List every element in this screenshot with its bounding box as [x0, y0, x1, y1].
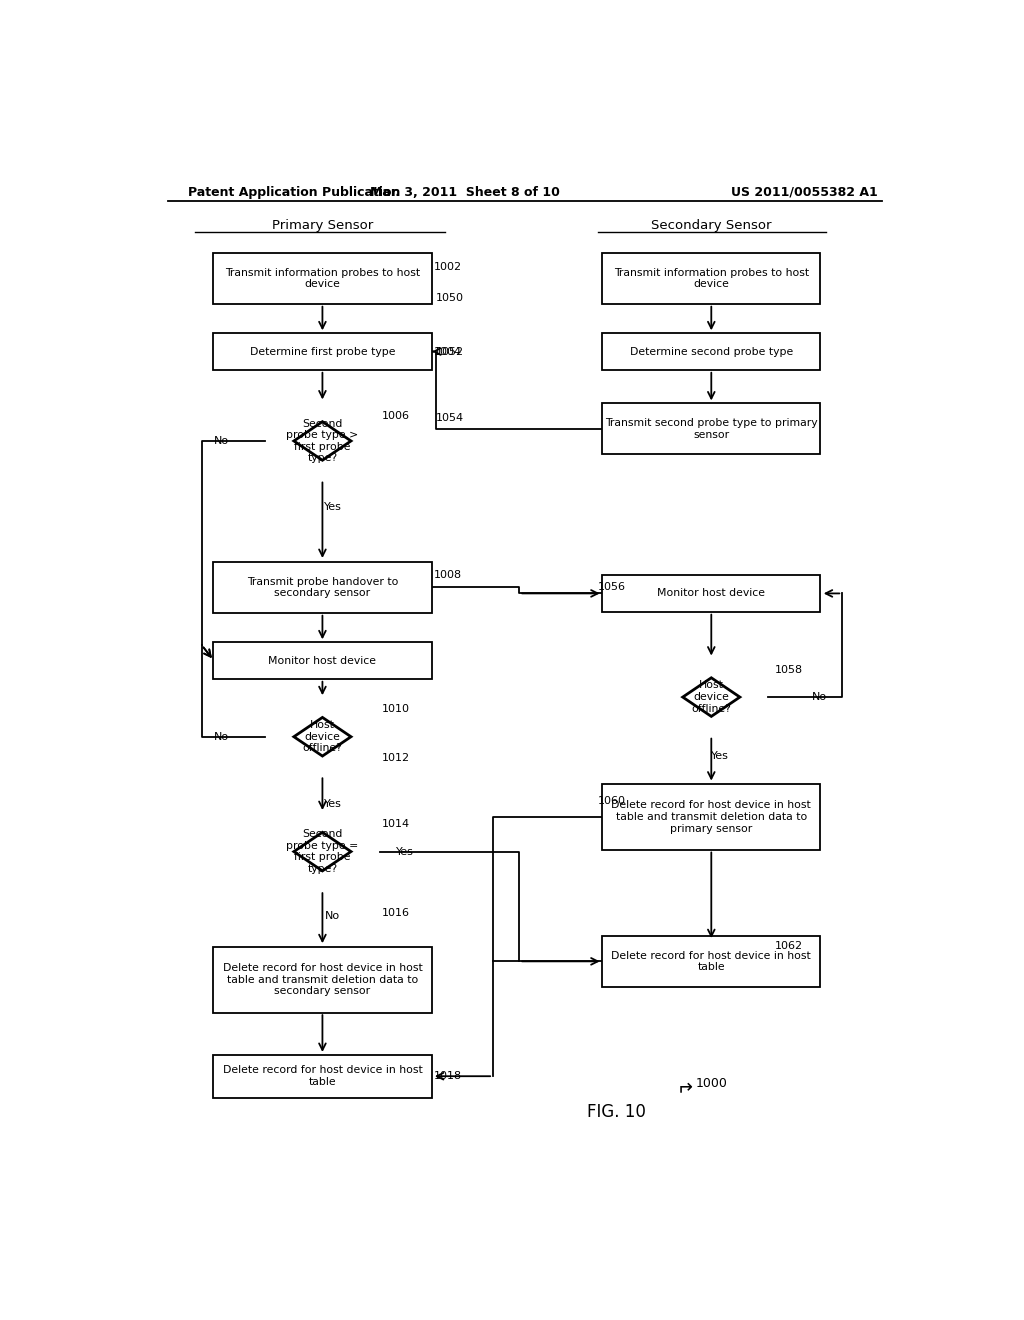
Text: 1010: 1010	[382, 705, 410, 714]
FancyBboxPatch shape	[213, 946, 431, 1012]
Text: Delete record for host device in host
table: Delete record for host device in host ta…	[611, 950, 811, 972]
Text: 1058: 1058	[775, 665, 803, 675]
Text: 1008: 1008	[433, 570, 462, 579]
Text: 1018: 1018	[433, 1072, 462, 1081]
Text: 1000: 1000	[695, 1077, 727, 1090]
FancyBboxPatch shape	[213, 562, 431, 612]
Text: 1054: 1054	[436, 413, 464, 422]
Text: No: No	[326, 911, 340, 920]
FancyBboxPatch shape	[602, 333, 820, 370]
Text: Delete record for host device in host
table: Delete record for host device in host ta…	[222, 1065, 422, 1086]
Text: ↵: ↵	[676, 1074, 692, 1093]
Text: FIG. 10: FIG. 10	[587, 1102, 645, 1121]
Text: Monitor host device: Monitor host device	[657, 589, 765, 598]
Polygon shape	[294, 833, 351, 871]
Text: Delete record for host device in host
table and transmit deletion data to
primar: Delete record for host device in host ta…	[611, 800, 811, 834]
Text: 1004: 1004	[433, 347, 462, 356]
FancyBboxPatch shape	[213, 1055, 431, 1097]
FancyBboxPatch shape	[213, 643, 431, 678]
Text: Transmit information probes to host
device: Transmit information probes to host devi…	[225, 268, 420, 289]
Text: 1014: 1014	[382, 820, 410, 829]
FancyBboxPatch shape	[213, 253, 431, 304]
Text: 1062: 1062	[775, 941, 803, 952]
Text: Yes: Yes	[324, 799, 342, 809]
Text: Transmit probe handover to
secondary sensor: Transmit probe handover to secondary sen…	[247, 577, 398, 598]
Text: Primary Sensor: Primary Sensor	[271, 219, 373, 232]
Polygon shape	[294, 421, 351, 461]
Text: Mar. 3, 2011  Sheet 8 of 10: Mar. 3, 2011 Sheet 8 of 10	[371, 186, 560, 199]
Text: Host
device
offline?: Host device offline?	[691, 681, 731, 714]
Text: 1056: 1056	[598, 582, 626, 593]
Text: Yes: Yes	[396, 846, 414, 857]
FancyBboxPatch shape	[213, 333, 431, 370]
Text: Transmit information probes to host
device: Transmit information probes to host devi…	[613, 268, 809, 289]
Polygon shape	[683, 677, 740, 717]
Polygon shape	[294, 718, 351, 756]
Text: 1006: 1006	[382, 411, 410, 421]
Text: 1002: 1002	[433, 263, 462, 272]
Text: 1060: 1060	[598, 796, 626, 805]
Text: Yes: Yes	[712, 751, 729, 762]
Text: Second
probe type =
first probe
type?: Second probe type = first probe type?	[287, 829, 358, 874]
Text: Second
probe type >
first probe
type?: Second probe type > first probe type?	[287, 418, 358, 463]
Text: No: No	[214, 731, 229, 742]
FancyBboxPatch shape	[602, 253, 820, 304]
Text: Delete record for host device in host
table and transmit deletion data to
second: Delete record for host device in host ta…	[222, 964, 422, 997]
Text: 1052: 1052	[436, 347, 464, 356]
FancyBboxPatch shape	[602, 936, 820, 987]
Text: US 2011/0055382 A1: US 2011/0055382 A1	[731, 186, 878, 199]
Text: Patent Application Publication: Patent Application Publication	[187, 186, 400, 199]
Text: Secondary Sensor: Secondary Sensor	[651, 219, 771, 232]
FancyBboxPatch shape	[602, 784, 820, 850]
FancyBboxPatch shape	[602, 576, 820, 611]
Text: Determine first probe type: Determine first probe type	[250, 347, 395, 356]
Text: No: No	[812, 692, 827, 702]
FancyBboxPatch shape	[602, 404, 820, 454]
Text: Determine second probe type: Determine second probe type	[630, 347, 793, 356]
Text: Host
device
offline?: Host device offline?	[302, 721, 342, 754]
Text: Transmit second probe type to primary
sensor: Transmit second probe type to primary se…	[605, 418, 817, 440]
Text: 1012: 1012	[382, 754, 410, 763]
Text: 1016: 1016	[382, 908, 410, 917]
Text: Yes: Yes	[324, 502, 342, 512]
Text: No: No	[214, 436, 229, 446]
Text: 1050: 1050	[436, 293, 464, 302]
Text: Monitor host device: Monitor host device	[268, 656, 377, 665]
